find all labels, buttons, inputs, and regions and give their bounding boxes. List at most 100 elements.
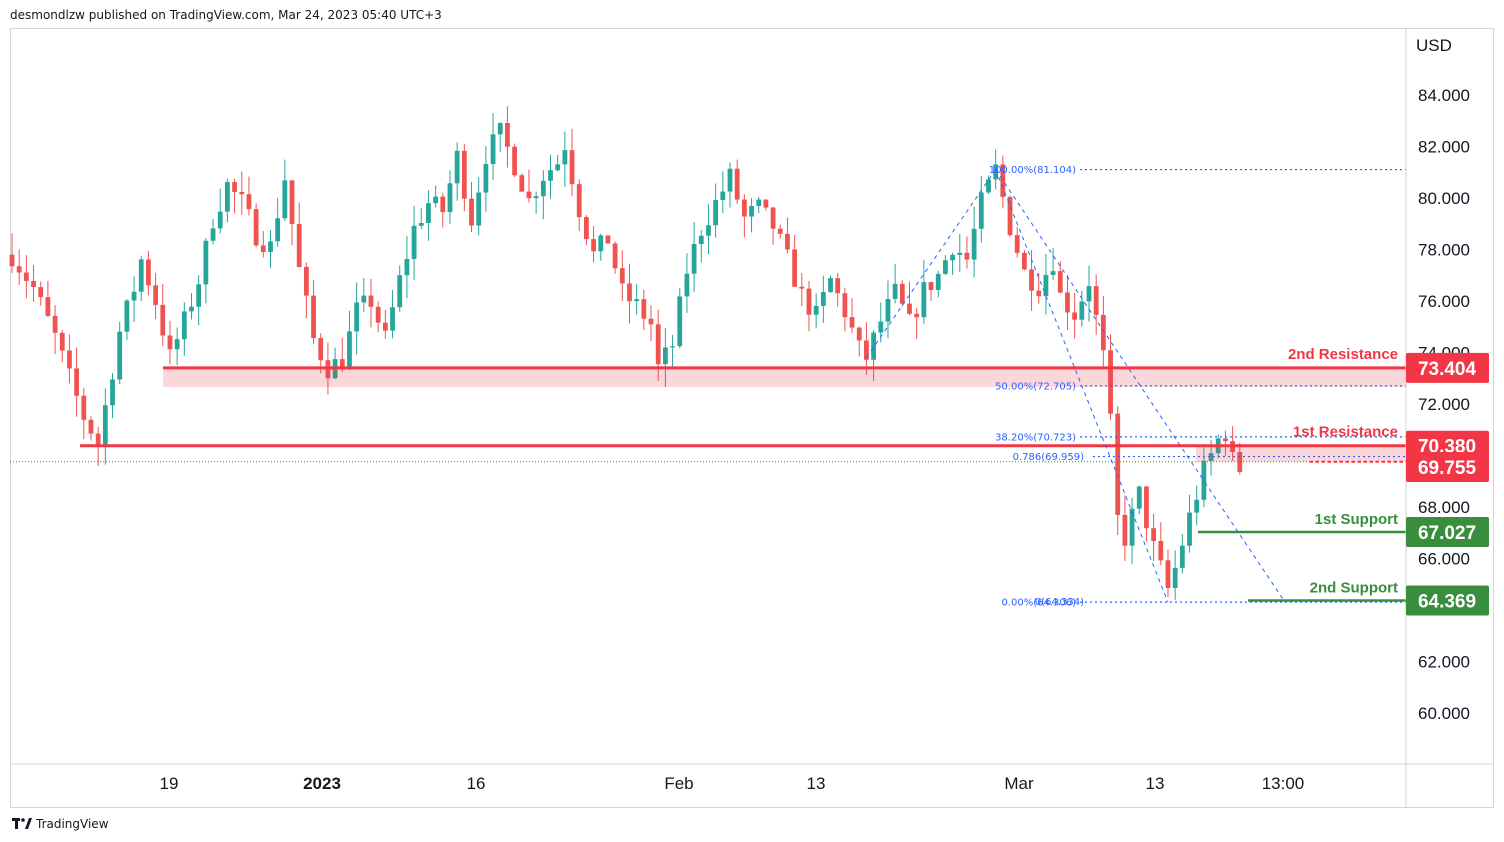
candle-body — [153, 285, 158, 305]
candle-body — [1086, 286, 1092, 302]
footer[interactable]: TradingView — [12, 817, 109, 831]
candle-body — [59, 332, 65, 351]
candle-body — [232, 182, 237, 192]
badge-bg — [1406, 352, 1489, 383]
candle-up — [993, 149, 999, 190]
candle-up — [950, 252, 955, 275]
candle-up — [1136, 485, 1142, 515]
candle-body — [303, 266, 309, 296]
candle-down — [1057, 261, 1063, 294]
candle-down — [88, 416, 94, 441]
candle-up — [418, 208, 424, 229]
candle-body — [454, 150, 460, 184]
candle-body — [411, 225, 417, 260]
support-2-badge: 64.369 — [1406, 585, 1489, 616]
candle-up — [921, 259, 927, 324]
candle-body — [562, 150, 568, 165]
candle-body — [777, 228, 783, 234]
candle-body — [978, 192, 984, 229]
candle-down — [469, 181, 474, 233]
candle-body — [856, 327, 862, 341]
candle-up — [189, 293, 194, 320]
candle-up — [390, 290, 395, 339]
candle-body — [828, 278, 833, 292]
candle-body — [1108, 350, 1113, 414]
candle-body — [404, 259, 410, 276]
candle-body — [81, 395, 87, 420]
candle-up — [749, 198, 754, 233]
candle-up — [892, 263, 898, 304]
candle-down — [907, 281, 912, 316]
candle-up — [871, 330, 876, 382]
candle-body — [110, 379, 115, 406]
candle-body — [311, 295, 316, 339]
candle-down — [375, 301, 381, 333]
candle-up — [426, 190, 431, 241]
candle-body — [792, 249, 798, 287]
candle-body — [382, 322, 388, 331]
candle-down — [1223, 430, 1228, 456]
fib-level-label: 50.00%(72.705) — [995, 381, 1076, 392]
fib-level-label: 38.20%(70.723) — [995, 432, 1076, 443]
candle-body — [146, 259, 151, 286]
candle-body — [361, 295, 367, 303]
candle-up — [727, 162, 733, 208]
candle-up — [347, 310, 352, 371]
fib-level-label: 0.786(69.959) — [1013, 452, 1085, 463]
candle-down — [914, 307, 920, 340]
candle-down — [576, 179, 582, 232]
badge-bg — [1406, 585, 1489, 616]
candle-down — [16, 249, 22, 285]
candle-up — [662, 327, 668, 388]
candle-body — [598, 235, 604, 252]
candle-body — [820, 291, 826, 306]
candle-body — [1237, 451, 1243, 472]
candle-up — [110, 373, 115, 419]
footer-brand: TradingView — [36, 817, 109, 831]
candle-body — [943, 260, 948, 274]
candle-body — [347, 331, 352, 370]
candle-up — [598, 233, 604, 261]
candle-body — [1057, 271, 1063, 293]
candle-up — [483, 146, 489, 212]
tradingview-logo-icon — [12, 818, 32, 829]
candle-body — [1136, 486, 1142, 509]
y-tick-label: 68.000 — [1418, 498, 1470, 517]
candle-up — [698, 230, 704, 263]
candle-body — [476, 192, 482, 226]
candle-body — [461, 150, 467, 199]
candle-body — [131, 291, 137, 301]
candle-body — [433, 196, 439, 204]
candle-body — [634, 299, 640, 302]
candle-body — [591, 239, 596, 252]
candle-body — [813, 305, 819, 315]
candle-down — [1036, 272, 1042, 304]
candle-body — [899, 283, 905, 304]
candle-body — [763, 199, 769, 208]
candle-body — [52, 315, 58, 333]
candle-up — [196, 275, 202, 326]
fib-level-label: 0(64.334) — [1035, 597, 1084, 608]
candle-up — [820, 275, 826, 323]
resistance-2-zone — [163, 366, 1406, 387]
candle-down — [770, 207, 776, 245]
candle-up — [1201, 447, 1207, 508]
candle-body — [45, 297, 51, 316]
candle-body — [806, 288, 812, 315]
candle-body — [31, 280, 36, 288]
candle-up — [131, 276, 137, 322]
candle-down — [1065, 275, 1070, 330]
candle-down — [569, 128, 575, 196]
candle-down — [253, 203, 259, 248]
candle-body — [957, 252, 963, 255]
candle-up — [454, 142, 460, 201]
candle-body — [426, 203, 431, 223]
chart-frame[interactable] — [10, 28, 1494, 808]
candle-body — [691, 243, 697, 274]
candle-body — [167, 335, 173, 350]
candle-body — [756, 199, 762, 206]
level-label: 1st Support — [1315, 511, 1398, 528]
candle-body — [354, 302, 360, 332]
candle-body — [253, 209, 259, 246]
